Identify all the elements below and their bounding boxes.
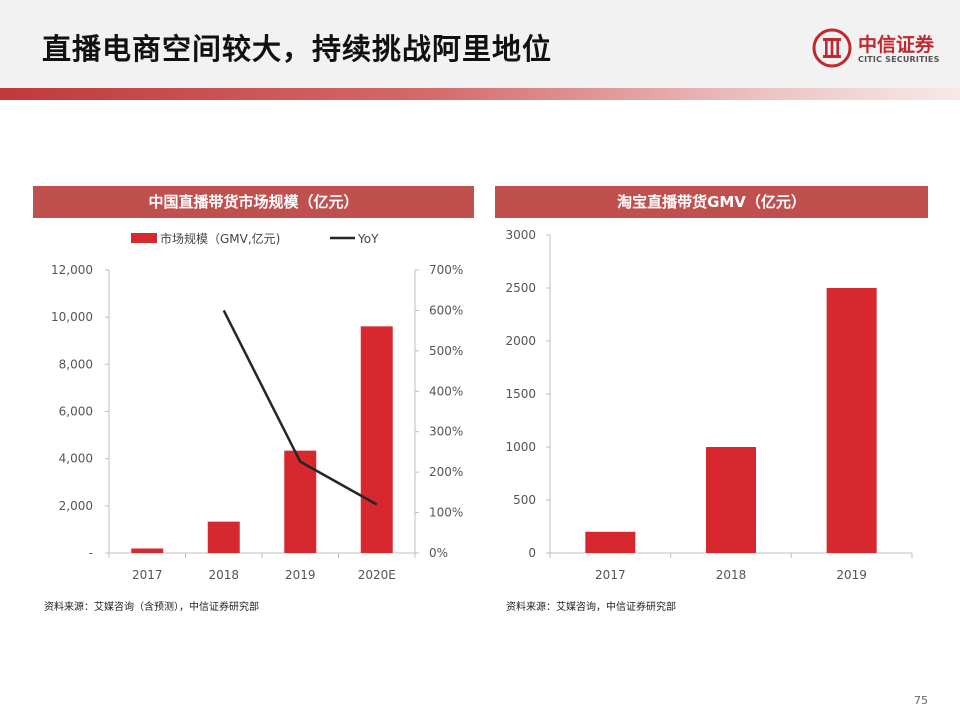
logo-name: 中信证券 xyxy=(858,34,935,56)
page-number: 75 xyxy=(914,694,928,707)
right-source-note: 资料来源：艾媒咨询，中信证券研究部 xyxy=(506,602,676,613)
y-tick-label: 2500 xyxy=(505,281,536,295)
taobao-live-gmv-chart: 0 500 1000 1500 2000 2500 3000 2017 2018 2019 xyxy=(505,228,913,582)
logo-subtitle: CITIC SECURITIES xyxy=(858,55,940,64)
x-category-label: 2018 xyxy=(208,568,239,582)
right-chart-title: 淘宝直播带货GMV（亿元） xyxy=(495,186,928,218)
legend-bar-label: 市场规模（GMV,亿元) xyxy=(160,231,280,246)
left-chart-title: 中国直播带货市场规模（亿元） xyxy=(33,186,474,218)
y-tick-label: 1500 xyxy=(505,387,536,401)
right-y-tick-label: 700% xyxy=(429,263,463,277)
header-rule xyxy=(0,88,960,100)
left-source-note: 资料来源：艾媒咨询（含预测），中信证券研究部 xyxy=(44,602,259,613)
y-tick-label: 3000 xyxy=(505,228,536,242)
right-y-tick-label: 0% xyxy=(429,546,448,560)
right-y-tick-label: 100% xyxy=(429,506,463,520)
x-category-label: 2017 xyxy=(595,568,626,582)
right-y-tick-label: 400% xyxy=(429,384,463,398)
right-y-tick-label: 300% xyxy=(429,425,463,439)
market-size-bar xyxy=(360,326,393,553)
x-category-label: 2018 xyxy=(716,568,747,582)
left-y-tick-label: 10,000 xyxy=(51,310,93,324)
market-size-bar xyxy=(131,548,164,553)
x-category-label: 2017 xyxy=(132,568,163,582)
legend-bar-swatch xyxy=(131,233,157,243)
slide-header xyxy=(0,0,960,88)
citic-emblem-icon xyxy=(812,28,852,68)
gmv-bar xyxy=(826,288,877,553)
y-tick-label: 0 xyxy=(528,546,536,560)
y-tick-label: 2000 xyxy=(505,334,536,348)
right-y-tick-label: 600% xyxy=(429,303,463,317)
right-y-tick-label: 500% xyxy=(429,344,463,358)
left-y-tick-label: 2,000 xyxy=(59,499,93,513)
left-y-tick-label: 8,000 xyxy=(59,357,93,371)
slide-title: 直播电商空间较大，持续挑战阿里地位 xyxy=(42,32,553,66)
left-y-tick-label: - xyxy=(89,546,93,560)
x-category-label: 2019 xyxy=(285,568,316,582)
gmv-bar xyxy=(585,531,636,553)
right-y-tick-label: 200% xyxy=(429,465,463,479)
market-size-chart: 市场规模（GMV,亿元) YoY - 2,000 4,000 6,000 8,000 10,0… xyxy=(51,231,463,582)
x-category-label: 2019 xyxy=(836,568,867,582)
left-y-tick-label: 6,000 xyxy=(59,405,93,419)
market-size-bar xyxy=(284,450,317,553)
market-size-bar xyxy=(207,521,240,553)
left-y-tick-label: 4,000 xyxy=(59,452,93,466)
y-tick-label: 1000 xyxy=(505,440,536,454)
legend-line-label: YoY xyxy=(357,232,379,246)
x-category-label: 2020E xyxy=(358,568,396,582)
gmv-bar xyxy=(706,447,756,553)
left-y-tick-label: 12,000 xyxy=(51,263,93,277)
citic-logo: 中信证券 CITIC SECURITIES xyxy=(812,28,952,72)
y-tick-label: 500 xyxy=(513,493,536,507)
